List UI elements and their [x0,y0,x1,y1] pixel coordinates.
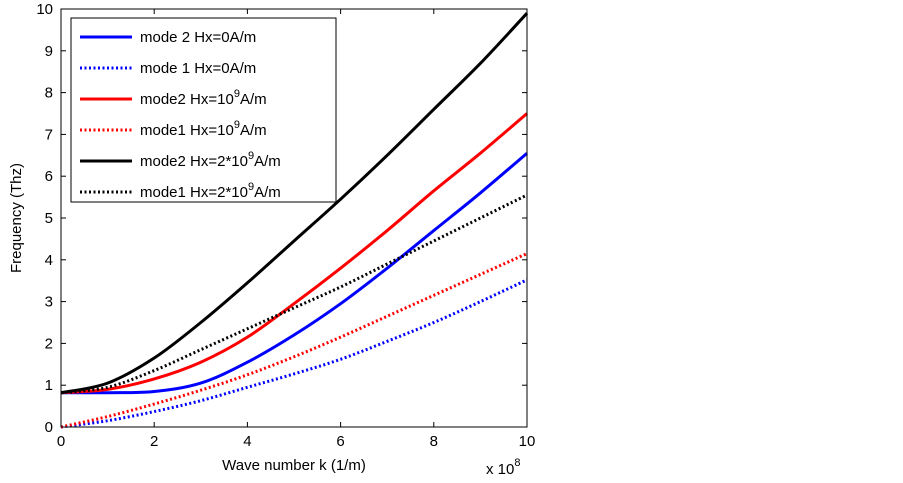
y-tick-label: 9 [45,43,53,60]
legend-label-2: mode 1 Hx=0A/m [140,60,256,77]
x-tick-label: 4 [243,433,251,450]
y-tick-label: 5 [45,210,53,227]
y-tick-label: 8 [45,85,53,102]
series-line-1 [60,152,528,395]
legend-box [70,17,337,203]
legend-label-3: mode2 Hx=109A/m [140,88,267,108]
series-line-4 [60,252,528,429]
legend-label-4: mode1 Hx=109A/m [140,119,267,139]
legend-items: mode 2 Hx=0A/m mode 1 Hx=0A/m mode2 Hx=109… [80,29,281,201]
x-multiplier-base: x 10 [486,461,514,478]
series-line-3 [60,112,528,395]
series-line-5 [60,12,529,395]
legend-label-5: mode2 Hx=2*109A/m [140,150,281,170]
x-tick-label: 0 [57,433,65,450]
y-tick-label: 4 [45,252,53,269]
x-tick-label: 2 [150,433,158,450]
x-tick-label: 10 [519,433,536,450]
y-tick-label: 6 [45,168,53,185]
y-tick-label: 7 [45,126,53,143]
y-tick-label: 3 [45,294,53,311]
x-tick-label: 6 [336,433,344,450]
series-line-2 [60,278,528,429]
y-tick-label: 1 [45,377,53,394]
legend-label-6: mode1 Hx=2*109A/m [140,181,281,201]
y-axis-title: Frequency (Thz) [8,163,25,273]
y-tick-label: 0 [45,419,53,436]
tick-layer: 0 2 4 6 8 10 0 1 2 3 4 5 6 7 8 9 10 [36,1,535,450]
legend: mode 2 Hx=0A/m mode 1 Hx=0A/m mode2 Hx=109… [70,17,337,203]
y-tick-label: 10 [36,1,53,18]
x-axis-title: Wave number k (1/m) [222,457,366,474]
x-multiplier-exponent: 8 [514,457,520,469]
legend-label-1: mode 2 Hx=0A/m [140,29,256,46]
series-layer [60,12,529,429]
x-tick-label: 8 [430,433,438,450]
series-line-6 [60,193,528,395]
x-axis-multiplier: x 108 [486,457,520,478]
y-tick-label: 2 [45,335,53,352]
